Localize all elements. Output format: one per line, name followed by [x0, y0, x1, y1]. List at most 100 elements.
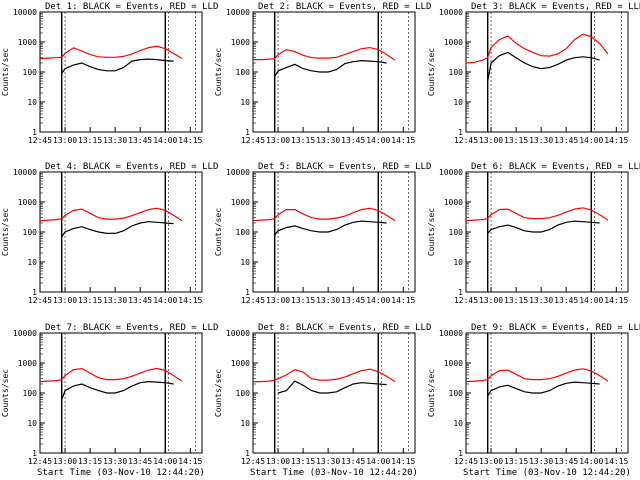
series-line-red — [39, 45, 183, 60]
x-tick-label: 14:15 — [391, 136, 415, 145]
x-tick-label: 14:00 — [153, 457, 177, 466]
x-tick-label: 13:00 — [266, 136, 290, 145]
series-line-black — [61, 58, 174, 74]
y-tick-label: 10000 — [226, 8, 250, 17]
y-axis-label: Counts/sec — [427, 208, 436, 256]
series-line-black — [274, 220, 387, 236]
y-axis-label: Counts/sec — [214, 48, 223, 96]
series-line-black — [277, 380, 387, 394]
series-line-black — [487, 51, 600, 82]
x-tick-label: 14:15 — [604, 457, 628, 466]
x-tick-label: 13:45 — [341, 296, 365, 305]
y-tick-label: 100 — [449, 228, 464, 237]
x-tick-label: 14:15 — [391, 296, 415, 305]
plot-title: Det 3: BLACK = Events, RED = LLD — [471, 2, 640, 12]
series-line-red — [39, 207, 183, 222]
x-tick-label: 14:00 — [579, 296, 603, 305]
y-tick-label: 1 — [32, 449, 37, 458]
y-tick-label: 1000 — [444, 359, 463, 368]
x-tick-label: 12:45 — [28, 457, 52, 466]
y-axis-label: Counts/sec — [1, 208, 10, 256]
y-tick-label: 10000 — [439, 168, 463, 177]
y-tick-label: 1 — [245, 288, 250, 297]
y-tick-label: 10 — [453, 419, 463, 428]
x-tick-label: 12:45 — [28, 296, 52, 305]
x-tick-label: 14:00 — [366, 457, 390, 466]
y-tick-label: 10 — [27, 419, 37, 428]
series-line-black — [274, 59, 387, 77]
series-line-red — [253, 368, 396, 383]
plot-frame — [252, 332, 416, 454]
x-tick-label: 13:15 — [291, 296, 315, 305]
x-tick-label: 12:45 — [241, 296, 265, 305]
x-tick-label: 12:45 — [28, 136, 52, 145]
y-tick-label: 100 — [236, 389, 251, 398]
series-line-black — [487, 381, 600, 397]
y-tick-label: 1000 — [231, 198, 250, 207]
x-tick-label: 14:15 — [178, 136, 202, 145]
plot-title: Det 2: BLACK = Events, RED = LLD — [258, 2, 431, 12]
series-line-red — [465, 368, 609, 383]
y-tick-label: 1000 — [18, 198, 37, 207]
x-tick-label: 13:00 — [266, 457, 290, 466]
y-tick-label: 1000 — [18, 359, 37, 368]
y-tick-label: 1000 — [444, 38, 463, 47]
y-tick-label: 100 — [23, 228, 38, 237]
x-tick-label: 14:15 — [604, 296, 628, 305]
x-tick-label: 13:15 — [78, 457, 102, 466]
y-axis-label: Counts/sec — [1, 48, 10, 96]
x-tick-label: 12:45 — [454, 457, 478, 466]
series-line-red — [465, 33, 609, 64]
x-axis-label: Start Time (03-Nov-10 12:44:20) — [250, 468, 418, 478]
x-tick-label: 14:00 — [366, 136, 390, 145]
y-tick-label: 1 — [245, 449, 250, 458]
y-axis-label: Counts/sec — [214, 208, 223, 256]
y-tick-label: 1 — [32, 128, 37, 137]
x-tick-label: 13:30 — [103, 457, 127, 466]
y-tick-label: 10000 — [439, 8, 463, 17]
x-tick-label: 14:00 — [366, 296, 390, 305]
y-tick-label: 100 — [449, 68, 464, 77]
y-tick-label: 10000 — [226, 168, 250, 177]
x-tick-label: 14:00 — [579, 457, 603, 466]
y-tick-label: 10 — [240, 98, 250, 107]
y-tick-label: 10 — [453, 98, 463, 107]
x-tick-label: 13:45 — [128, 296, 152, 305]
x-tick-label: 14:00 — [579, 136, 603, 145]
y-tick-label: 10 — [27, 258, 37, 267]
y-tick-label: 1 — [458, 449, 463, 458]
x-tick-label: 13:15 — [78, 136, 102, 145]
x-tick-label: 13:00 — [53, 296, 77, 305]
y-tick-label: 1 — [458, 128, 463, 137]
plot-title: Det 8: BLACK = Events, RED = LLD — [258, 323, 431, 333]
plot-title: Det 5: BLACK = Events, RED = LLD — [258, 162, 431, 172]
series-line-black — [61, 380, 174, 400]
x-tick-label: 13:00 — [479, 296, 503, 305]
x-tick-label: 13:15 — [504, 296, 528, 305]
x-axis-label: Start Time (03-Nov-10 12:44:20) — [463, 468, 631, 478]
x-tick-label: 13:30 — [103, 296, 127, 305]
x-tick-label: 14:00 — [153, 296, 177, 305]
x-tick-label: 12:45 — [241, 457, 265, 466]
x-tick-label: 13:00 — [266, 296, 290, 305]
plot-title: Det 9: BLACK = Events, RED = LLD — [471, 323, 640, 333]
x-tick-label: 13:45 — [128, 457, 152, 466]
y-tick-label: 1 — [458, 288, 463, 297]
y-tick-label: 10000 — [13, 168, 37, 177]
plot-title: Det 6: BLACK = Events, RED = LLD — [471, 162, 640, 172]
x-tick-label: 13:45 — [341, 457, 365, 466]
x-tick-label: 13:00 — [479, 136, 503, 145]
x-tick-label: 12:45 — [454, 136, 478, 145]
y-tick-label: 100 — [236, 228, 251, 237]
y-tick-label: 10000 — [13, 329, 37, 338]
y-tick-label: 10 — [240, 258, 250, 267]
y-tick-label: 10000 — [13, 8, 37, 17]
y-tick-label: 10000 — [439, 329, 463, 338]
y-tick-label: 1 — [245, 128, 250, 137]
y-tick-label: 100 — [23, 389, 38, 398]
x-tick-label: 13:00 — [479, 457, 503, 466]
y-tick-label: 10 — [240, 419, 250, 428]
x-tick-label: 13:30 — [316, 457, 340, 466]
y-tick-label: 100 — [23, 68, 38, 77]
